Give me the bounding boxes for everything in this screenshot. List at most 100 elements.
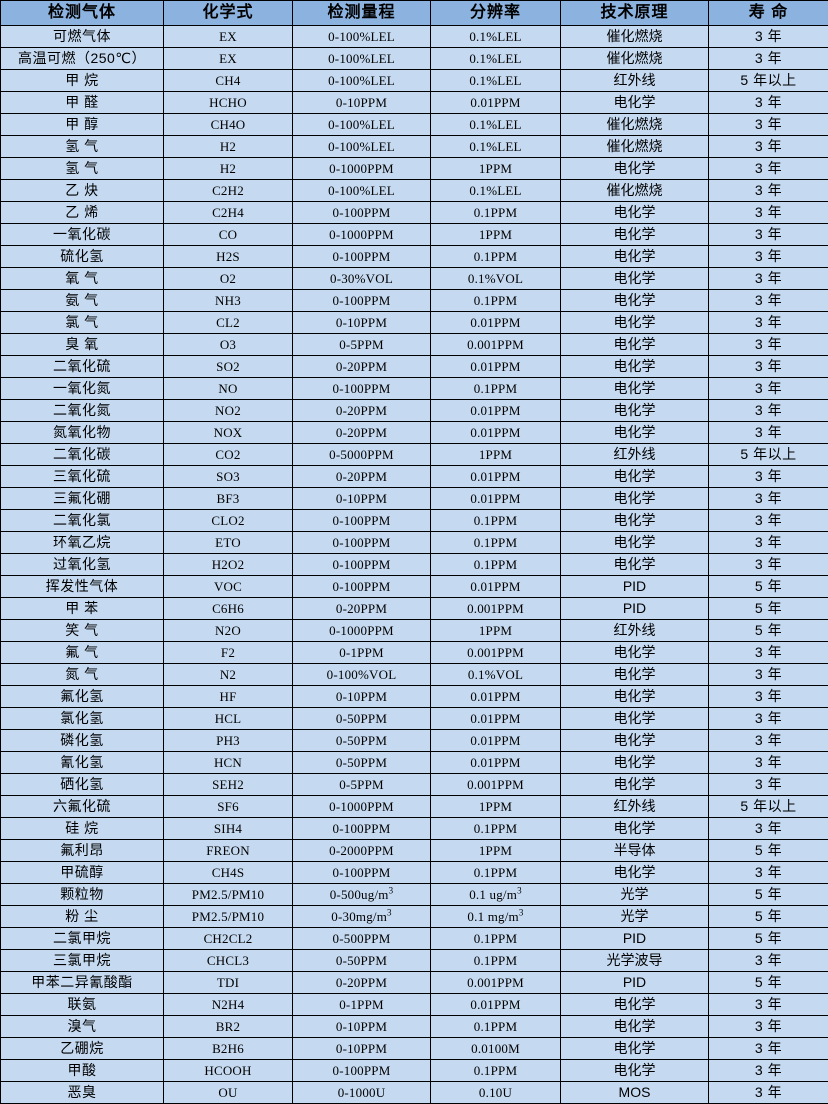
cell-principle: 电化学 (561, 510, 709, 532)
cell-life: 3 年 (709, 532, 828, 554)
cell-life: 3 年 (709, 290, 828, 312)
cell-range: 0-1000PPM (293, 796, 431, 818)
cell-res: 0.1PPM (431, 950, 561, 972)
cell-range: 0-50PPM (293, 708, 431, 730)
cell-gas: 恶臭 (1, 1082, 164, 1104)
cell-formula: CH4 (164, 70, 293, 92)
cell-formula: BF3 (164, 488, 293, 510)
column-header-gas: 检测气体 (1, 1, 164, 26)
cell-res: 0.01PPM (431, 466, 561, 488)
cell-range: 0-10PPM (293, 686, 431, 708)
cell-range: 0-30%VOL (293, 268, 431, 290)
cell-life: 3 年 (709, 1082, 828, 1104)
cell-principle: 红外线 (561, 70, 709, 92)
cell-gas: 二氯甲烷 (1, 928, 164, 950)
cell-gas: 高温可燃（250℃） (1, 48, 164, 70)
cell-res: 1PPM (431, 840, 561, 862)
cell-res: 0.1PPM (431, 290, 561, 312)
cell-gas: 可燃气体 (1, 26, 164, 48)
cell-res: 0.1PPM (431, 862, 561, 884)
cell-life: 3 年 (709, 994, 828, 1016)
cell-life: 5 年 (709, 620, 828, 642)
cell-range: 0-1000U (293, 1082, 431, 1104)
cell-formula: F2 (164, 642, 293, 664)
cell-life: 5 年 (709, 972, 828, 994)
cell-range: 0-50PPM (293, 752, 431, 774)
cell-res: 1PPM (431, 796, 561, 818)
cell-gas: 颗粒物 (1, 884, 164, 906)
cell-formula: N2 (164, 664, 293, 686)
cell-range: 0-10PPM (293, 92, 431, 114)
cell-formula: SO2 (164, 356, 293, 378)
cell-principle: 电化学 (561, 664, 709, 686)
cell-range: 0-50PPM (293, 730, 431, 752)
cell-principle: 电化学 (561, 312, 709, 334)
cell-gas: 粉 尘 (1, 906, 164, 928)
cell-gas: 磷化氢 (1, 730, 164, 752)
cell-life: 3 年 (709, 136, 828, 158)
cell-gas: 甲 醇 (1, 114, 164, 136)
cell-life: 3 年 (709, 356, 828, 378)
cell-range: 0-100%VOL (293, 664, 431, 686)
cell-range: 0-100%LEL (293, 26, 431, 48)
cell-range: 0-10PPM (293, 1016, 431, 1038)
cell-formula: CO2 (164, 444, 293, 466)
cell-life: 3 年 (709, 422, 828, 444)
cell-range: 0-100PPM (293, 1060, 431, 1082)
cell-principle: 催化燃烧 (561, 136, 709, 158)
cell-life: 3 年 (709, 334, 828, 356)
cell-formula: BR2 (164, 1016, 293, 1038)
cell-gas: 氮 气 (1, 664, 164, 686)
cell-range: 0-10PPM (293, 312, 431, 334)
cell-gas: 硅 烷 (1, 818, 164, 840)
cell-gas: 甲 苯 (1, 598, 164, 620)
cell-formula: SEH2 (164, 774, 293, 796)
cell-life: 3 年 (709, 1038, 828, 1060)
cell-range: 0-20PPM (293, 422, 431, 444)
cell-formula: H2S (164, 246, 293, 268)
cell-range: 0-5PPM (293, 774, 431, 796)
cell-principle: 催化燃烧 (561, 180, 709, 202)
cell-principle: 电化学 (561, 334, 709, 356)
cell-formula: O2 (164, 268, 293, 290)
cell-principle: 电化学 (561, 994, 709, 1016)
cell-gas: 二氧化硫 (1, 356, 164, 378)
cell-range: 0-100PPM (293, 862, 431, 884)
cell-formula: FREON (164, 840, 293, 862)
cell-range: 0-20PPM (293, 598, 431, 620)
cell-principle: PID (561, 598, 709, 620)
cell-range: 0-100PPM (293, 246, 431, 268)
cell-range: 0-10PPM (293, 488, 431, 510)
cell-res: 0.01PPM (431, 708, 561, 730)
cell-principle: 电化学 (561, 686, 709, 708)
cell-principle: 红外线 (561, 620, 709, 642)
cell-gas: 二氧化碳 (1, 444, 164, 466)
cell-principle: 光学波导 (561, 950, 709, 972)
cell-principle: 红外线 (561, 796, 709, 818)
cell-life: 3 年 (709, 48, 828, 70)
cell-life: 3 年 (709, 708, 828, 730)
cell-principle: 电化学 (561, 752, 709, 774)
cell-principle: 电化学 (561, 246, 709, 268)
cell-res: 0.1PPM (431, 510, 561, 532)
cell-gas: 氰化氢 (1, 752, 164, 774)
cell-res: 0.01PPM (431, 730, 561, 752)
cell-formula: CH4S (164, 862, 293, 884)
cell-formula: HCN (164, 752, 293, 774)
cell-res: 0.01PPM (431, 488, 561, 510)
cell-res: 0.1%LEL (431, 180, 561, 202)
